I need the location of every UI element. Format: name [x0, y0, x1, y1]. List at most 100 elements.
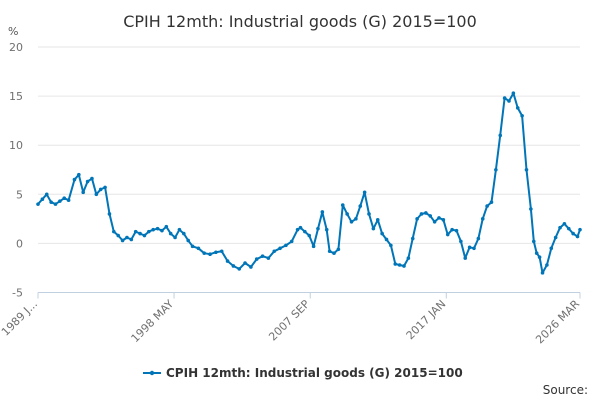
data-point[interactable] — [36, 202, 40, 206]
data-point[interactable] — [437, 216, 441, 220]
data-point[interactable] — [202, 251, 207, 256]
data-point[interactable] — [454, 228, 459, 233]
data-point[interactable] — [358, 204, 363, 208]
data-point[interactable] — [260, 254, 265, 258]
data-point[interactable] — [44, 192, 49, 197]
data-point[interactable] — [254, 257, 259, 261]
data-point[interactable] — [498, 133, 503, 138]
data-point[interactable] — [208, 252, 212, 257]
data-point[interactable] — [428, 214, 433, 218]
data-point[interactable] — [120, 238, 125, 243]
data-point[interactable] — [549, 246, 554, 251]
data-point[interactable] — [81, 190, 86, 195]
legend[interactable]: CPIH 12mth: Industrial goods (G) 2015=10… — [143, 366, 463, 380]
data-point[interactable] — [77, 172, 81, 177]
data-point[interactable] — [278, 246, 282, 251]
data-point[interactable] — [345, 212, 349, 216]
data-point[interactable] — [545, 263, 549, 267]
data-point[interactable] — [415, 217, 419, 221]
data-point[interactable] — [196, 246, 201, 251]
data-point[interactable] — [164, 224, 169, 229]
data-point[interactable] — [295, 227, 300, 232]
data-point[interactable] — [303, 229, 307, 234]
data-point[interactable] — [553, 235, 558, 240]
data-point[interactable] — [182, 231, 186, 236]
data-point[interactable] — [480, 217, 485, 221]
data-point[interactable] — [529, 207, 533, 211]
data-point[interactable] — [441, 218, 446, 222]
data-point[interactable] — [389, 243, 393, 248]
data-point[interactable] — [272, 249, 277, 254]
data-point[interactable] — [249, 265, 253, 269]
data-point[interactable] — [225, 259, 230, 263]
data-point[interactable] — [406, 256, 411, 260]
data-point[interactable] — [307, 233, 312, 238]
data-point[interactable] — [85, 179, 90, 184]
data-point[interactable] — [133, 229, 138, 234]
data-point[interactable] — [371, 226, 376, 231]
data-point[interactable] — [419, 212, 424, 216]
data-point[interactable] — [511, 91, 516, 95]
data-point[interactable] — [125, 235, 129, 240]
data-point[interactable] — [168, 231, 173, 236]
data-point[interactable] — [380, 231, 384, 236]
data-point[interactable] — [327, 249, 332, 254]
data-point[interactable] — [537, 255, 542, 259]
data-point[interactable] — [472, 246, 476, 251]
data-point[interactable] — [107, 212, 112, 216]
data-point[interactable] — [502, 96, 507, 100]
data-point[interactable] — [289, 239, 294, 244]
data-point[interactable] — [155, 226, 160, 231]
data-point[interactable] — [266, 256, 271, 260]
data-point[interactable] — [151, 227, 155, 232]
data-point[interactable] — [575, 234, 580, 239]
data-point[interactable] — [578, 227, 582, 232]
data-point[interactable] — [103, 185, 107, 190]
data-point[interactable] — [463, 256, 468, 260]
data-point[interactable] — [393, 262, 398, 266]
data-point[interactable] — [375, 218, 380, 222]
data-point[interactable] — [450, 227, 454, 232]
data-point[interactable] — [173, 235, 177, 240]
data-point[interactable] — [332, 251, 336, 256]
data-point[interactable] — [362, 190, 367, 195]
data-point[interactable] — [243, 261, 247, 265]
data-point[interactable] — [397, 263, 402, 267]
data-point[interactable] — [424, 211, 428, 215]
data-point[interactable] — [467, 245, 472, 250]
data-point[interactable] — [219, 249, 224, 254]
data-point[interactable] — [410, 236, 415, 241]
data-point[interactable] — [160, 228, 164, 233]
data-point[interactable] — [349, 219, 354, 224]
data-point[interactable] — [62, 196, 67, 201]
data-point[interactable] — [534, 251, 539, 256]
data-point[interactable] — [298, 225, 303, 230]
data-point[interactable] — [367, 212, 371, 216]
data-point[interactable] — [40, 197, 45, 202]
data-point[interactable] — [142, 233, 147, 238]
series-line[interactable] — [37, 92, 581, 274]
data-point[interactable] — [98, 187, 103, 192]
data-point[interactable] — [558, 225, 562, 230]
data-point[interactable] — [354, 217, 358, 221]
data-point[interactable] — [494, 167, 498, 172]
data-point[interactable] — [515, 106, 520, 110]
data-point[interactable] — [53, 202, 58, 206]
data-point[interactable] — [320, 210, 325, 214]
data-point[interactable] — [324, 227, 329, 232]
data-point[interactable] — [190, 244, 195, 249]
data-point[interactable] — [129, 237, 134, 242]
data-point[interactable] — [520, 113, 524, 118]
data-point[interactable] — [58, 199, 62, 203]
data-point[interactable] — [186, 238, 190, 243]
data-point[interactable] — [147, 229, 151, 234]
data-point[interactable] — [566, 226, 571, 231]
data-point[interactable] — [66, 198, 71, 202]
data-point[interactable] — [214, 250, 218, 255]
data-point[interactable] — [489, 200, 494, 204]
data-point[interactable] — [311, 244, 316, 249]
data-point[interactable] — [340, 203, 345, 207]
data-point[interactable] — [336, 247, 341, 252]
data-point[interactable] — [316, 226, 320, 231]
data-point[interactable] — [49, 200, 53, 204]
